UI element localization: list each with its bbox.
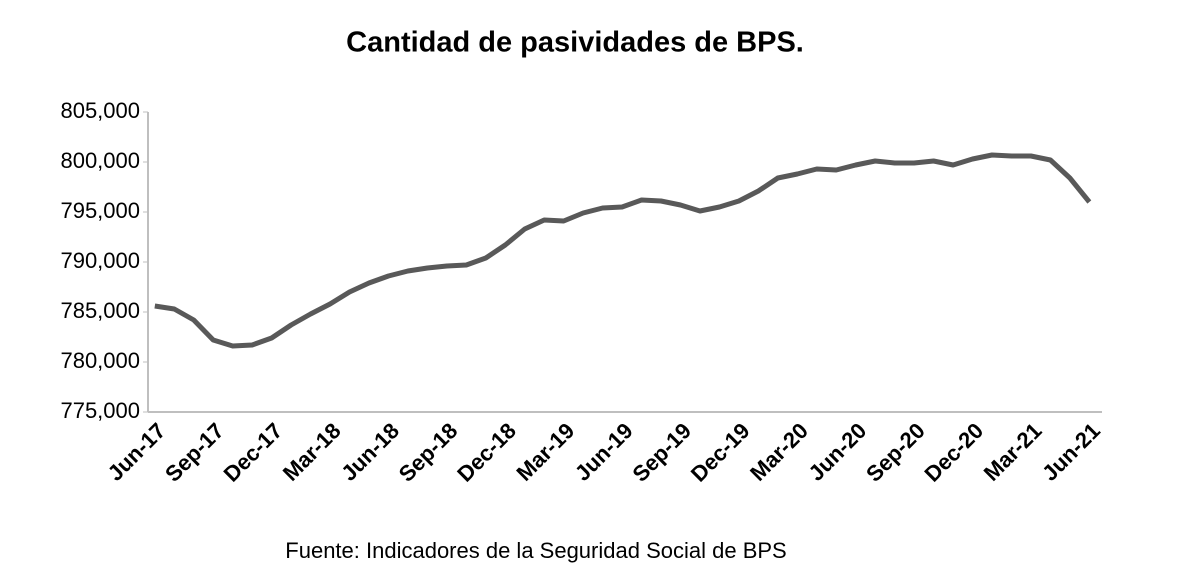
x-tick-label: Jun-20: [804, 418, 872, 486]
x-tick-label: Dec-20: [919, 418, 988, 487]
source-note: Fuente: Indicadores de la Seguridad Soci…: [285, 538, 786, 563]
x-tick-label: Sep-17: [160, 418, 229, 487]
y-tick-label: 790,000: [60, 248, 140, 273]
y-tick-label: 785,000: [60, 298, 140, 323]
x-tick-label: Sep-18: [394, 418, 463, 487]
x-tick-label: Mar-18: [278, 418, 346, 486]
x-tick-label: Dec-17: [219, 418, 288, 487]
y-tick-label: 780,000: [60, 348, 140, 373]
x-tick-label: Mar-19: [511, 418, 579, 486]
chart-title: Cantidad de pasividades de BPS.: [346, 27, 804, 59]
x-tick-label: Dec-18: [452, 418, 521, 487]
x-tick-label: Jun-19: [570, 418, 638, 486]
y-tick-label: 800,000: [60, 148, 140, 173]
y-tick-label: 805,000: [60, 98, 140, 123]
x-tick-label: Jun-18: [336, 418, 404, 486]
y-tick-label: 795,000: [60, 198, 140, 223]
y-tick-label: 775,000: [60, 398, 140, 423]
x-tick-label: Mar-21: [979, 418, 1047, 486]
x-tick-label: Sep-19: [627, 418, 696, 487]
x-tick-label: Dec-19: [686, 418, 755, 487]
x-tick-label: Jun-21: [1037, 418, 1105, 486]
x-tick-label: Jun-17: [103, 418, 171, 486]
x-tick-label: Mar-20: [745, 418, 813, 486]
x-tick-label: Sep-20: [861, 418, 930, 487]
line: [154, 152, 1092, 349]
